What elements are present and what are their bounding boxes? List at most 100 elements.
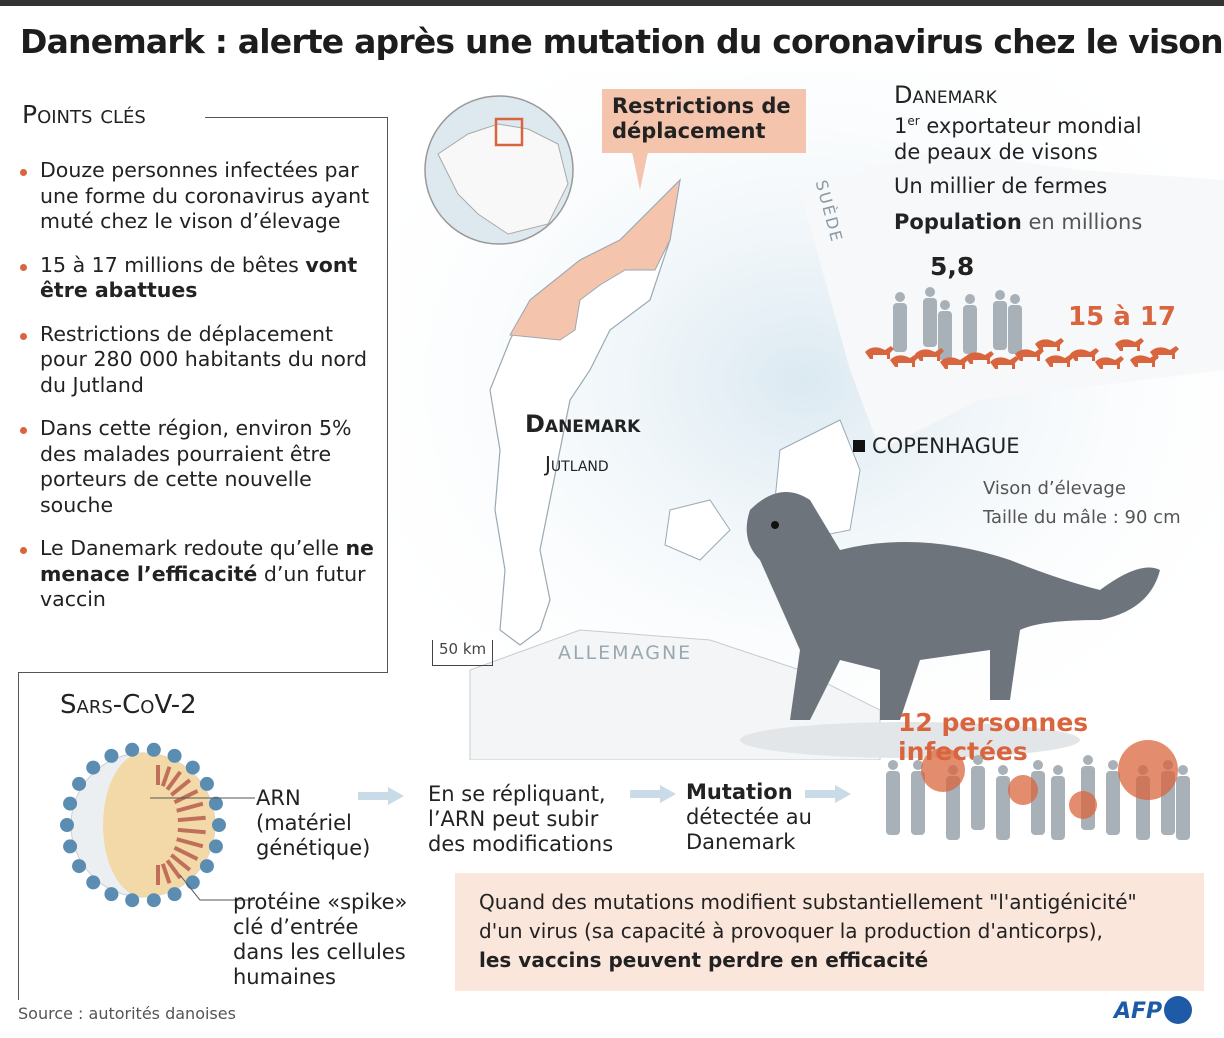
key-point: Le Danemark redoute qu’elle ne menace l’… bbox=[20, 536, 380, 613]
mink-icon bbox=[865, 346, 894, 359]
sars-title: Sars-CoV-2 bbox=[60, 690, 197, 720]
rna-strand-icon bbox=[177, 815, 206, 823]
spike-protein-icon bbox=[208, 796, 223, 811]
arrow-right-icon bbox=[805, 785, 851, 803]
mink-icon bbox=[1130, 354, 1159, 367]
rna-strand-icon bbox=[173, 789, 199, 805]
spike-protein-icon bbox=[104, 748, 119, 763]
mink-icon bbox=[1095, 356, 1124, 369]
key-point-text: Douze personnes infectées par une forme … bbox=[40, 158, 370, 233]
person-silhouette bbox=[1106, 760, 1120, 835]
mink-icon bbox=[1015, 348, 1044, 361]
rna-strand-icon bbox=[177, 827, 206, 835]
denmark-map bbox=[380, 70, 1224, 760]
source: Source : autorités danoises bbox=[18, 1004, 236, 1023]
spike-protein-icon bbox=[104, 887, 119, 902]
mink-icon bbox=[1150, 346, 1179, 359]
person-silhouette bbox=[923, 287, 937, 347]
mink-icon bbox=[990, 356, 1019, 369]
spike-label: protéine «spike» clé d’entrée dans les c… bbox=[233, 890, 408, 989]
person-silhouette bbox=[1051, 765, 1065, 840]
mutation-bold: Mutation bbox=[686, 780, 793, 804]
person-silhouette bbox=[886, 760, 900, 835]
exporter-line: exportateur mondial bbox=[919, 114, 1142, 138]
spike-protein-icon bbox=[86, 760, 101, 775]
afp-logo-circle bbox=[1164, 996, 1193, 1024]
spike-protein-icon bbox=[208, 839, 223, 854]
mutation-step: Mutation détectée au Danemark bbox=[686, 780, 846, 855]
key-point: Restrictions de déplacement pour 280 000… bbox=[20, 322, 380, 399]
key-point-text: Le Danemark redoute qu’elle bbox=[40, 536, 346, 560]
restriction-zone bbox=[509, 178, 681, 341]
exporter-line: de peaux de visons bbox=[894, 140, 1098, 164]
rna-strand-icon bbox=[176, 801, 204, 813]
mutation-text: détectée au Danemark bbox=[686, 805, 812, 854]
population-unit: en millions bbox=[1021, 210, 1143, 234]
key-point-bold: ne menace l’efficacité bbox=[40, 536, 374, 586]
person-silhouette bbox=[938, 300, 952, 360]
rna-strand-icon bbox=[160, 766, 172, 787]
spike-protein-icon bbox=[72, 859, 87, 874]
virus-particle-icon bbox=[1118, 740, 1178, 800]
mink-icon bbox=[940, 356, 969, 369]
mink-icon bbox=[915, 348, 944, 361]
mink-caption: Vison d’élevage Taille du mâle : 90 cm bbox=[983, 474, 1181, 532]
denmark-locator-box bbox=[494, 117, 524, 147]
key-point-text: Restrictions de déplacement pour 280 000… bbox=[40, 321, 368, 397]
spike-protein-icon bbox=[86, 875, 101, 890]
virus-particle-icon bbox=[921, 748, 965, 792]
spike-protein-icon bbox=[199, 859, 214, 874]
germany-label: ALLEMAGNE bbox=[558, 642, 693, 664]
rna-strand-icon bbox=[170, 778, 192, 797]
person-silhouette bbox=[996, 765, 1010, 840]
key-point: Dans cette région, environ 5% des malade… bbox=[20, 416, 380, 518]
copenhagen-label: COPENHAGUE bbox=[872, 434, 1020, 458]
person-silhouette bbox=[993, 290, 1007, 350]
europe-locator-globe bbox=[424, 95, 574, 245]
virus-particle-icon bbox=[1069, 791, 1097, 819]
funen-island bbox=[664, 499, 731, 561]
key-points-title-text: Points clés bbox=[22, 100, 146, 129]
spike-protein-icon bbox=[146, 893, 161, 908]
key-point-text: Dans cette région, environ 5% des malade… bbox=[40, 416, 352, 517]
mink-caption-line: Vison d’élevage bbox=[983, 478, 1126, 499]
spike-protein-icon bbox=[125, 893, 140, 908]
spike-protein-icon bbox=[167, 887, 182, 902]
person-silhouette bbox=[1176, 765, 1190, 840]
copenhagen-marker bbox=[853, 440, 865, 452]
farms-text: Un millier de fermes bbox=[894, 174, 1108, 198]
rna-strand-icon bbox=[165, 859, 182, 880]
virus-illustration bbox=[60, 742, 226, 908]
infected-title: 12 personnes infectées bbox=[898, 708, 1089, 766]
mink-illustration bbox=[740, 492, 1160, 758]
afp-logo-text: AFP bbox=[1114, 999, 1163, 1024]
rna-strand-icon bbox=[173, 845, 199, 861]
arrow-right-icon bbox=[358, 787, 404, 805]
rna-strand-icon bbox=[165, 770, 182, 791]
note-text: Quand des mutations modifient substantie… bbox=[479, 890, 1137, 943]
denmark-info: Danemark 1er exportateur mondial de peau… bbox=[894, 82, 1142, 235]
spike-protein-icon bbox=[72, 776, 87, 791]
mink-caption-line: Taille du mâle : 90 cm bbox=[983, 507, 1181, 528]
spike-protein-icon bbox=[185, 760, 200, 775]
spike-protein-icon bbox=[146, 742, 161, 757]
divider bbox=[387, 117, 388, 673]
person-silhouette bbox=[893, 292, 907, 352]
rna-strand-icon bbox=[176, 837, 204, 849]
mink-population-value: 15 à 17 bbox=[1068, 302, 1177, 332]
divider bbox=[18, 672, 19, 1000]
mink-icon bbox=[1070, 348, 1099, 361]
key-point: 15 à 17 millions de bêtes vont être abat… bbox=[20, 253, 380, 304]
spike-protein-icon bbox=[125, 742, 140, 757]
population-pictogram bbox=[865, 287, 1179, 369]
mink-icon bbox=[1115, 338, 1144, 351]
person-silhouette bbox=[1008, 294, 1022, 354]
person-silhouette bbox=[971, 755, 985, 830]
spike-protein-icon bbox=[212, 818, 226, 832]
spike-protein-icon bbox=[60, 818, 74, 832]
population-label: Population bbox=[894, 210, 1022, 234]
denmark-info-title: Danemark bbox=[894, 81, 997, 109]
denmark-label: Danemark bbox=[525, 410, 641, 438]
mink-icon bbox=[965, 351, 994, 364]
restrictions-pointer bbox=[632, 152, 648, 190]
